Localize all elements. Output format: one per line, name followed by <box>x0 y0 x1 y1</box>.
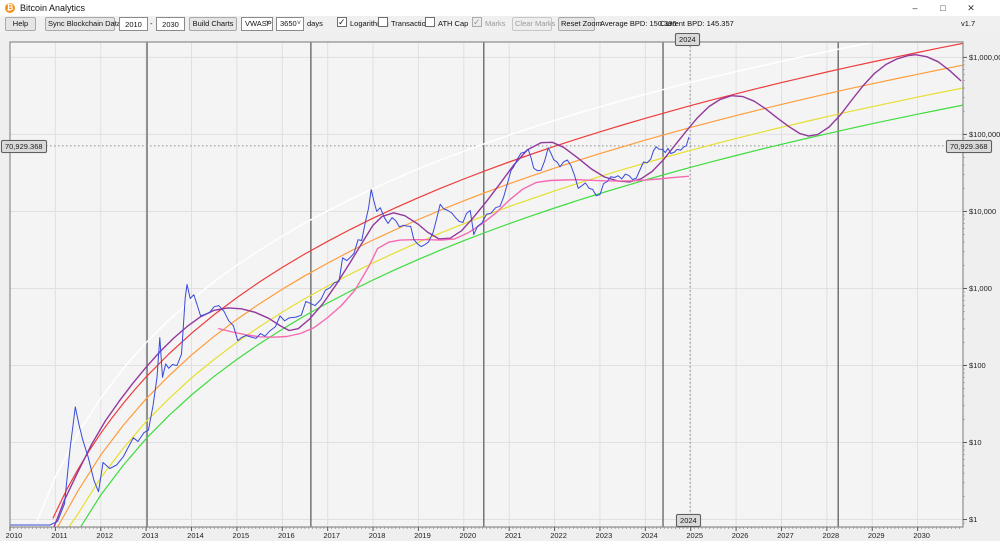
mark-price-label-right: 70,929.368 <box>946 139 992 153</box>
bitcoin-app-icon: ₿ <box>5 3 15 13</box>
x-axis-tick-label: 2017 <box>323 531 340 540</box>
x-axis-tick-label: 2013 <box>142 531 159 540</box>
mark-year-label-bottom: 2024 <box>676 514 701 527</box>
series-band-orange <box>56 64 963 527</box>
x-axis-tick-label: 2014 <box>187 531 204 540</box>
y-axis-tick-label: $10,000 <box>969 207 996 216</box>
checkbox-ath-cap[interactable]: ATH Cap <box>425 17 468 31</box>
checkbox-label: Logarithmic <box>350 19 389 28</box>
series-band-yellow <box>68 87 963 527</box>
y-axis-tick-label: $100 <box>969 361 986 370</box>
range-separator: - <box>150 19 153 28</box>
x-axis-tick-label: 2023 <box>596 531 613 540</box>
days-dropdown[interactable]: 3650 ˅ <box>276 17 304 31</box>
checkbox-icon <box>378 17 388 27</box>
current-bpd-readout: Current BPD: 145.357 <box>660 19 734 28</box>
x-axis-tick-label: 2018 <box>369 531 386 540</box>
window-title: Bitcoin Analytics <box>20 3 86 13</box>
x-axis-tick-label: 2026 <box>732 531 749 540</box>
x-axis-tick-label: 2022 <box>550 531 567 540</box>
maximize-button[interactable]: □ <box>940 3 946 13</box>
x-axis-tick-label: 2020 <box>459 531 476 540</box>
close-button[interactable]: ✕ <box>967 3 975 13</box>
metric-dropdown[interactable]: VWASP ˅ <box>241 17 273 31</box>
series-band-red <box>52 42 963 519</box>
toolbar: Help Sync Blockchain Data - Build Charts… <box>0 15 1000 33</box>
x-axis-tick-label: 2016 <box>278 531 295 540</box>
x-axis-tick-label: 2029 <box>868 531 885 540</box>
y-axis-tick-label: $100,000 <box>969 130 1000 139</box>
plot-area <box>10 42 963 527</box>
x-axis-tick-label: 2015 <box>233 531 250 540</box>
chevron-down-icon: ˅ <box>265 20 270 27</box>
x-axis-tick-label: 2030 <box>913 531 930 540</box>
y-axis-tick-label: $1,000,000 <box>969 53 1000 62</box>
series-price-blue <box>10 136 690 526</box>
minimize-button[interactable]: – <box>912 3 918 13</box>
x-axis-tick-label: 2027 <box>777 531 794 540</box>
average-bpd-readout: Average BPD: 150.396 <box>600 19 677 28</box>
y-axis-tick-label: $1,000 <box>969 284 992 293</box>
checkbox-icon <box>337 15 347 29</box>
help-button[interactable]: Help <box>5 17 36 31</box>
days-label: days <box>307 19 323 28</box>
x-axis-tick-label: 2021 <box>505 531 522 540</box>
checkbox-label: Transactions <box>391 19 434 28</box>
series-ath-envelope-white <box>36 42 879 522</box>
clear-marks-button: Clear Marks <box>512 17 555 31</box>
checkbox-transactions[interactable]: Transactions <box>378 17 434 31</box>
checkbox-label: ATH Cap <box>438 19 469 28</box>
checkbox-icon <box>472 15 482 29</box>
x-axis-tick-label: 2012 <box>96 531 113 540</box>
chevron-down-icon: ˅ <box>296 20 301 27</box>
x-axis-tick-label: 2010 <box>6 531 23 540</box>
x-axis-tick-label: 2024 <box>641 531 658 540</box>
sync-blockchain-button[interactable]: Sync Blockchain Data <box>45 17 121 31</box>
x-axis-tick-label: 2025 <box>686 531 703 540</box>
metric-selected-value: VWASP <box>245 19 272 28</box>
x-axis-tick-label: 2028 <box>823 531 840 540</box>
mark-year-label-top: 2024 <box>675 33 700 46</box>
checkbox-label: Marks <box>485 19 506 28</box>
x-axis-tick-label: 2011 <box>51 531 67 540</box>
y-axis-tick-label: $10 <box>969 438 982 447</box>
year-from-input[interactable] <box>119 17 148 31</box>
checkbox-marks: Marks <box>472 15 506 31</box>
reset-zoom-button[interactable]: Reset Zoom <box>558 17 602 31</box>
y-axis-tick-label: $1 <box>969 515 977 524</box>
series-moving-average-pink <box>218 175 690 338</box>
checkbox-icon <box>425 17 435 27</box>
x-axis-tick-label: 2019 <box>414 531 431 540</box>
title-bar: ₿ Bitcoin Analytics – □ ✕ <box>0 0 1000 16</box>
days-selected-value: 3650 <box>280 19 297 28</box>
mark-price-label-left: 70,929.368 <box>1 139 47 153</box>
build-charts-button[interactable]: Build Charts <box>189 17 237 31</box>
year-to-input[interactable] <box>156 17 185 31</box>
checkbox-logarithmic[interactable]: Logarithmic <box>337 15 389 31</box>
version-label: v1.7 <box>961 19 976 28</box>
series-band-green <box>79 104 963 527</box>
